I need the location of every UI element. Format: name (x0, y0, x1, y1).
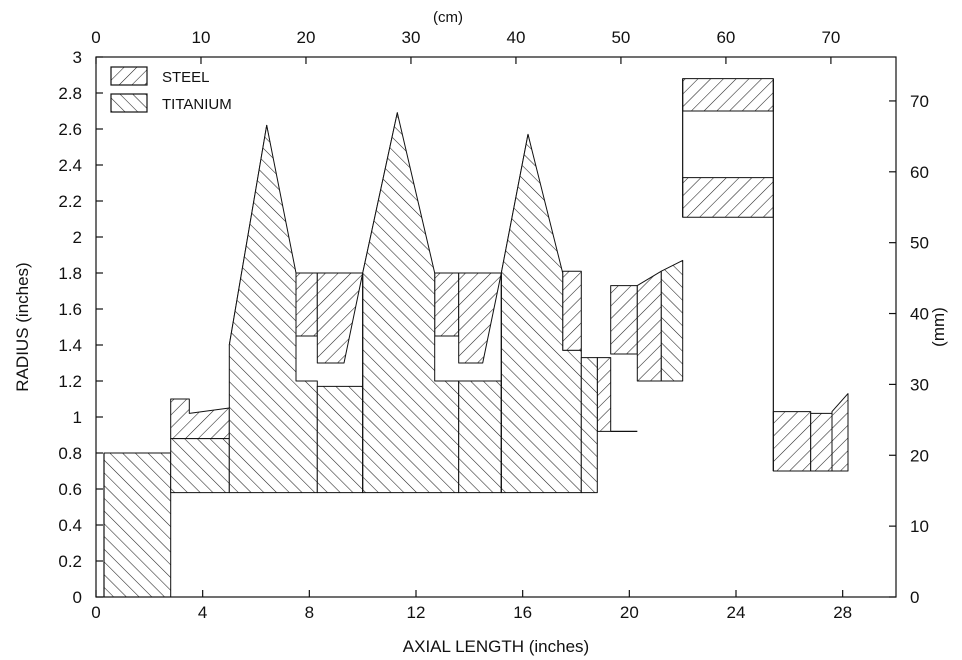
right-axis: 0 10 20 30 40 50 60 70 (889, 92, 929, 607)
top-tick-label: 20 (297, 28, 316, 47)
steel-region-13 (682, 177, 774, 218)
steel-region-16 (831, 393, 849, 472)
top-tick-label: 60 (716, 28, 735, 47)
y-tick-label: 0.4 (58, 516, 82, 535)
y-tick-label: 2.8 (58, 84, 82, 103)
titanium-region-8 (660, 259, 684, 382)
y-axis-label: RADIUS (inches) (13, 262, 32, 391)
steel-region-6 (458, 272, 502, 364)
top-tick-label: 40 (506, 28, 525, 47)
legend-label-titanium: TITANIUM (162, 96, 232, 113)
right-tick-label: 60 (910, 163, 929, 182)
right-tick-label: 40 (910, 305, 929, 324)
steel-region-11 (636, 270, 662, 382)
y-tick-label: 2 (73, 228, 82, 247)
y-tick-label: 2.6 (58, 120, 82, 139)
y-tick-label: 3 (73, 48, 82, 67)
right-tick-label: 70 (910, 92, 929, 111)
y-tick-label: 1 (73, 408, 82, 427)
x-tick-label: 4 (198, 603, 207, 622)
steel-region-14 (772, 411, 812, 472)
top-tick-label: 50 (611, 28, 630, 47)
top-tick-label: 10 (192, 28, 211, 47)
steel-region-10 (610, 285, 638, 355)
y-tick-label: 1.6 (58, 300, 82, 319)
y-tick-label: 2.2 (58, 192, 82, 211)
y-tick-label: 0.2 (58, 552, 82, 571)
legend-label-steel: STEEL (162, 69, 210, 86)
top-axis-label: (cm) (433, 9, 463, 26)
right-tick-label: 50 (910, 234, 929, 253)
steel-region-0 (170, 398, 230, 440)
x-tick-label: 28 (833, 603, 852, 622)
y-tick-label: 0.8 (58, 444, 82, 463)
y-tick-label: 0.6 (58, 480, 82, 499)
steel-region-15 (810, 412, 833, 472)
right-axis-label: (mm) (929, 307, 948, 347)
steel-region-9 (596, 357, 612, 432)
legend: STEEL TITANIUM (110, 66, 232, 113)
y-axis: 0 0.2 0.4 0.6 0.8 1 1.2 1.4 1.6 1.8 2 2.2 2.4 2.6 2.8 3 (58, 48, 103, 607)
y-tick-label: 1.2 (58, 372, 82, 391)
outline-lines (103, 78, 774, 597)
right-tick-label: 10 (910, 517, 929, 536)
steel-region-5 (434, 272, 460, 337)
titanium-region-7 (580, 357, 598, 494)
y-tick-label: 1.4 (58, 336, 82, 355)
x-tick-label: 0 (91, 603, 100, 622)
titanium-region-5 (458, 380, 502, 494)
right-tick-label: 0 (910, 588, 919, 607)
legend-swatch-titanium (110, 93, 148, 113)
titanium-region-0 (103, 452, 172, 598)
titanium-region-3 (316, 385, 364, 494)
top-tick-label: 0 (91, 28, 100, 47)
x-tick-label: 12 (407, 603, 426, 622)
steel-region-2 (295, 272, 318, 337)
top-tick-label: 30 (401, 28, 420, 47)
plot-frame (95, 56, 897, 598)
steel-region-8 (562, 270, 582, 351)
legend-swatch-steel (110, 66, 148, 86)
x-axis: 0 4 8 12 16 20 24 28 (91, 590, 852, 622)
titanium-region-1 (170, 438, 230, 494)
y-tick-label: 2.4 (58, 156, 82, 175)
y-tick-label: 1.8 (58, 264, 82, 283)
x-tick-label: 24 (727, 603, 746, 622)
x-tick-label: 20 (620, 603, 639, 622)
right-tick-label: 20 (910, 446, 929, 465)
y-tick-label: 0 (73, 588, 82, 607)
x-tick-label: 8 (305, 603, 314, 622)
x-axis-label: AXIAL LENGTH (inches) (403, 637, 589, 656)
steel-region-12 (682, 78, 774, 112)
plot-regions (103, 78, 849, 598)
top-axis: 0 10 20 30 40 50 60 70 (91, 28, 840, 64)
steel-region-3 (316, 272, 364, 364)
right-tick-label: 30 (910, 375, 929, 394)
top-tick-label: 70 (821, 28, 840, 47)
x-tick-label: 16 (513, 603, 532, 622)
